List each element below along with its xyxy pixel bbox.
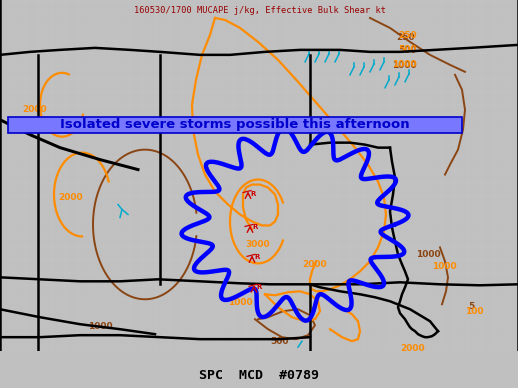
Text: 1000: 1000 — [416, 250, 441, 259]
Text: R: R — [256, 284, 262, 290]
Text: 2000: 2000 — [302, 260, 327, 269]
Bar — [8, 117, 462, 133]
Text: R: R — [254, 255, 260, 260]
Text: 500: 500 — [398, 46, 416, 55]
Text: 1000: 1000 — [88, 322, 112, 331]
Text: SPC  MCD  #0789: SPC MCD #0789 — [199, 369, 319, 382]
Text: 5: 5 — [468, 302, 474, 311]
Text: 1000: 1000 — [228, 298, 253, 307]
Text: 250: 250 — [396, 33, 414, 42]
Text: 500: 500 — [270, 337, 289, 346]
Text: 2000: 2000 — [22, 105, 47, 114]
Text: 160530/1700 MUCAPE j/kg, Effective Bulk Shear kt: 160530/1700 MUCAPE j/kg, Effective Bulk … — [134, 6, 386, 15]
Text: 2000: 2000 — [58, 192, 83, 201]
Text: 500: 500 — [398, 45, 416, 54]
Text: 1000: 1000 — [392, 61, 416, 70]
Text: 100: 100 — [465, 307, 483, 316]
Text: R: R — [250, 191, 255, 196]
Text: 1000: 1000 — [432, 262, 457, 271]
Text: 250: 250 — [398, 31, 416, 40]
Text: 1000: 1000 — [392, 60, 416, 69]
Text: 2000: 2000 — [400, 344, 425, 353]
Text: 3000: 3000 — [245, 241, 270, 249]
Text: Isolated severe storms possible this afternoon: Isolated severe storms possible this aft… — [60, 118, 410, 131]
Text: R: R — [252, 224, 257, 230]
